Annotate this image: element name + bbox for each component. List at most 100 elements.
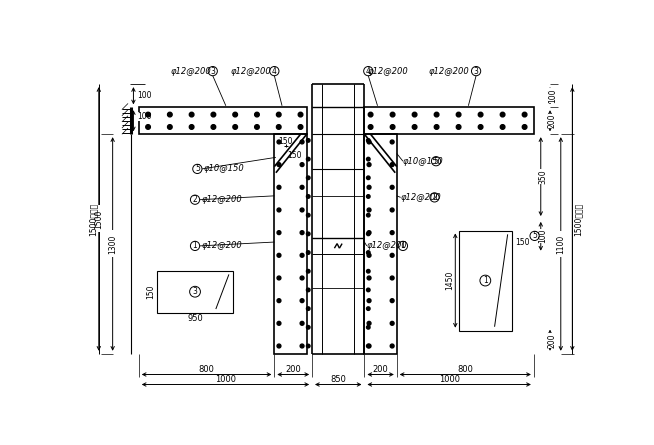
Text: 4: 4: [272, 67, 277, 76]
Circle shape: [367, 186, 371, 189]
Circle shape: [300, 186, 304, 189]
Text: 5: 5: [195, 164, 199, 174]
Circle shape: [277, 140, 281, 144]
Circle shape: [456, 125, 461, 129]
Text: φ12@200: φ12@200: [231, 67, 271, 76]
Circle shape: [307, 307, 310, 311]
Circle shape: [366, 270, 370, 273]
Text: φ10@150: φ10@150: [203, 164, 244, 174]
Circle shape: [307, 270, 310, 273]
Circle shape: [167, 112, 172, 117]
Circle shape: [412, 112, 417, 117]
Text: φ12@200: φ12@200: [401, 193, 441, 202]
Circle shape: [390, 186, 394, 189]
Circle shape: [277, 163, 281, 166]
Circle shape: [189, 125, 194, 129]
Text: φ12@200: φ12@200: [201, 195, 242, 204]
Text: 850: 850: [330, 375, 346, 384]
Text: 200: 200: [285, 364, 301, 374]
Circle shape: [390, 321, 394, 325]
Circle shape: [366, 326, 370, 329]
Bar: [364, 134, 397, 354]
Circle shape: [146, 112, 150, 117]
Circle shape: [366, 214, 370, 217]
Text: φ12@200: φ12@200: [367, 241, 407, 251]
Circle shape: [366, 139, 370, 142]
Text: 5: 5: [532, 231, 537, 240]
Circle shape: [298, 125, 303, 129]
Circle shape: [307, 158, 310, 161]
Circle shape: [390, 140, 394, 144]
Circle shape: [366, 195, 370, 198]
Circle shape: [307, 344, 310, 348]
Circle shape: [366, 176, 370, 180]
Text: 1300: 1300: [108, 234, 117, 254]
Text: 1000: 1000: [439, 375, 460, 384]
Circle shape: [300, 140, 304, 144]
Text: 1500背土侧: 1500背土侧: [574, 202, 583, 235]
Circle shape: [366, 288, 370, 292]
Text: 200: 200: [548, 113, 557, 128]
Bar: [459, 231, 511, 331]
Circle shape: [277, 125, 281, 129]
Circle shape: [300, 321, 304, 325]
Circle shape: [211, 125, 216, 129]
Circle shape: [368, 112, 373, 117]
Circle shape: [307, 214, 310, 217]
Circle shape: [277, 321, 281, 325]
Circle shape: [300, 163, 304, 166]
Circle shape: [367, 163, 371, 166]
Text: 150: 150: [146, 284, 156, 299]
Text: 3: 3: [192, 287, 198, 296]
Bar: [158, 271, 233, 313]
Text: 800: 800: [199, 364, 215, 374]
Bar: [364, 107, 534, 134]
Circle shape: [390, 299, 394, 303]
Circle shape: [211, 112, 216, 117]
Circle shape: [233, 112, 237, 117]
Circle shape: [277, 231, 281, 235]
Circle shape: [367, 140, 371, 144]
Circle shape: [307, 288, 310, 292]
Circle shape: [367, 344, 371, 348]
Circle shape: [523, 112, 527, 117]
Circle shape: [300, 231, 304, 235]
Circle shape: [167, 125, 172, 129]
Circle shape: [300, 299, 304, 303]
Text: 150: 150: [515, 238, 530, 247]
Circle shape: [367, 253, 371, 257]
Circle shape: [277, 208, 281, 212]
Circle shape: [390, 253, 394, 257]
Text: 100: 100: [137, 113, 152, 121]
Text: 1100: 1100: [557, 235, 565, 254]
Circle shape: [254, 112, 259, 117]
Circle shape: [146, 125, 150, 129]
Circle shape: [298, 112, 303, 117]
Text: 100: 100: [539, 229, 547, 243]
Circle shape: [390, 163, 394, 166]
Text: 1500: 1500: [94, 209, 103, 229]
Text: φ12@200: φ12@200: [171, 67, 211, 76]
Circle shape: [233, 125, 237, 129]
Circle shape: [390, 231, 394, 235]
Circle shape: [277, 112, 281, 117]
Circle shape: [434, 125, 439, 129]
Text: 350: 350: [539, 169, 547, 184]
Text: φ12@200: φ12@200: [201, 241, 242, 251]
Text: 150: 150: [287, 151, 301, 160]
Circle shape: [523, 125, 527, 129]
Text: 3: 3: [211, 67, 215, 76]
Circle shape: [189, 112, 194, 117]
Circle shape: [300, 208, 304, 212]
Circle shape: [368, 125, 373, 129]
Circle shape: [366, 158, 370, 161]
Circle shape: [307, 176, 310, 180]
Text: 1450: 1450: [445, 271, 455, 290]
Circle shape: [500, 112, 505, 117]
Circle shape: [500, 125, 505, 129]
Circle shape: [367, 299, 371, 303]
Circle shape: [307, 326, 310, 329]
Text: 950: 950: [187, 314, 203, 323]
Bar: [139, 107, 307, 134]
Circle shape: [277, 276, 281, 280]
